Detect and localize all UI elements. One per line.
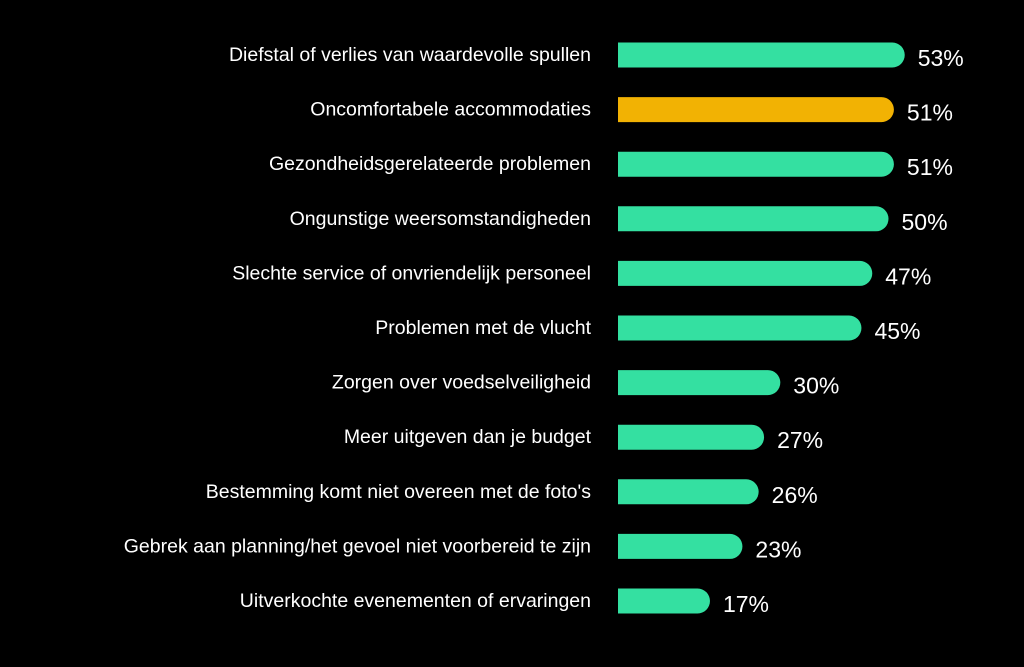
category-label: Problemen met de vlucht xyxy=(375,317,591,339)
category-label: Uitverkochte evenementen of ervaringen xyxy=(240,590,591,612)
category-label: Diefstal of verlies van waardevolle spul… xyxy=(229,44,591,66)
category-label: Ongunstige weersomstandigheden xyxy=(290,208,591,230)
bar-8 xyxy=(618,424,765,450)
bar-6 xyxy=(618,315,862,341)
bar-10 xyxy=(618,533,743,559)
category-label: Meer uitgeven dan je budget xyxy=(344,426,592,448)
bar-4 xyxy=(618,206,889,232)
category-label: Gezondheidsgerelateerde problemen xyxy=(269,153,591,175)
bar-1 xyxy=(618,42,905,68)
value-label: 50% xyxy=(902,209,948,235)
category-label: Slechte service of onvriendelijk persone… xyxy=(232,262,591,284)
bar-2 xyxy=(618,97,894,123)
value-label: 26% xyxy=(772,482,818,508)
value-label: 27% xyxy=(777,427,823,453)
value-label: 47% xyxy=(885,263,931,289)
value-label: 51% xyxy=(907,154,953,180)
bar-9 xyxy=(618,479,759,505)
category-label: Gebrek aan planning/het gevoel niet voor… xyxy=(124,535,591,557)
value-label: 51% xyxy=(907,100,953,126)
value-label: 23% xyxy=(755,536,801,562)
bars-layer xyxy=(618,42,905,614)
category-label: Oncomfortabele accommodaties xyxy=(310,99,591,121)
bar-7 xyxy=(618,370,781,396)
bar-5 xyxy=(618,260,873,286)
value-label: 30% xyxy=(793,373,839,399)
value-label: 45% xyxy=(874,318,920,344)
category-label: Bestemming komt niet overeen met de foto… xyxy=(206,481,591,503)
value-label: 17% xyxy=(723,591,769,617)
labels-layer: Diefstal of verlies van waardevolle spul… xyxy=(124,44,964,617)
bar-11 xyxy=(618,588,710,614)
category-label: Zorgen over voedselveiligheid xyxy=(332,372,591,394)
value-label: 53% xyxy=(918,45,964,71)
bar-3 xyxy=(618,151,894,177)
